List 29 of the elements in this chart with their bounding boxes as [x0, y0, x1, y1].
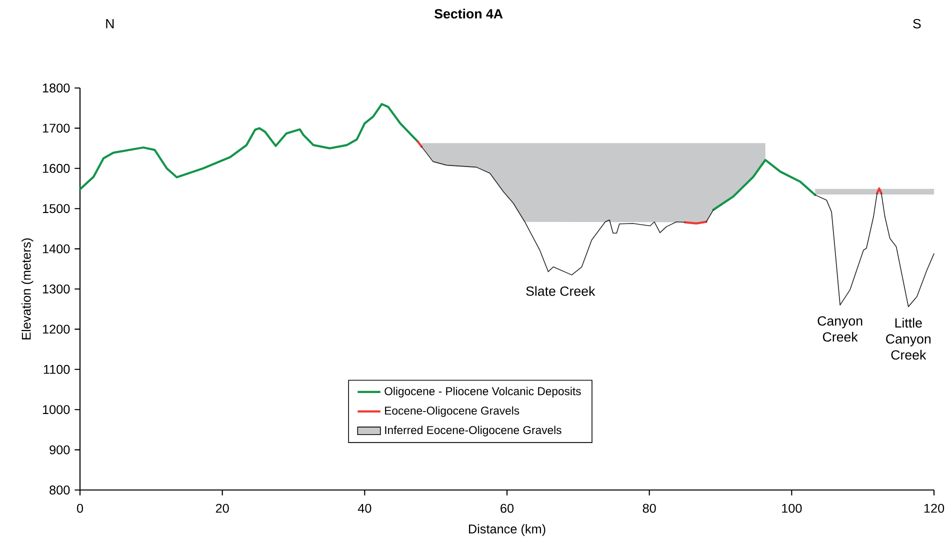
annotation: Canyon Creek	[818, 316, 862, 342]
x-tick-label: 40	[358, 504, 372, 513]
y-tick-label: 1000	[42, 405, 70, 414]
x-tick-label: 120	[924, 504, 944, 513]
y-tick-label: 1100	[44, 364, 70, 374]
text: N	[106, 19, 114, 28]
y-tick-label: 900	[50, 445, 70, 454]
x-tick-label: 0	[76, 504, 84, 513]
annotation: Slate Creek	[526, 286, 596, 296]
annotation: Little Canyon Creek	[886, 318, 930, 360]
y-axis-title: Elevation (meters)	[21, 238, 34, 340]
y-tick-label: 1400	[42, 244, 70, 254]
y-tick-label: 1200	[42, 324, 70, 334]
y-tick-label: 1800	[42, 84, 70, 92]
x-axis-title: Distance (km)	[468, 524, 546, 536]
legend-label: Eocene-Oligocene Gravels	[385, 406, 520, 417]
x-tick-label: 80	[642, 504, 656, 513]
y-tick-label: 1500	[42, 204, 70, 214]
legend-label: Inferred Eocene-Oligocene Gravels	[385, 426, 562, 436]
x-tick-label: 60	[500, 504, 514, 513]
y-tick-label: 1300	[42, 284, 70, 294]
legend-label: Oligocene - Pliocene Volcanic Deposits	[384, 386, 581, 398]
x-tick-label: 20	[216, 504, 229, 513]
y-tick-label: 1600	[42, 164, 70, 173]
chart-title: Section 4A	[434, 8, 503, 19]
text: S	[913, 18, 921, 28]
y-tick-label: 800	[50, 486, 70, 494]
x-tick-label: 100	[782, 504, 802, 513]
y-tick-label: 1700	[42, 124, 70, 133]
